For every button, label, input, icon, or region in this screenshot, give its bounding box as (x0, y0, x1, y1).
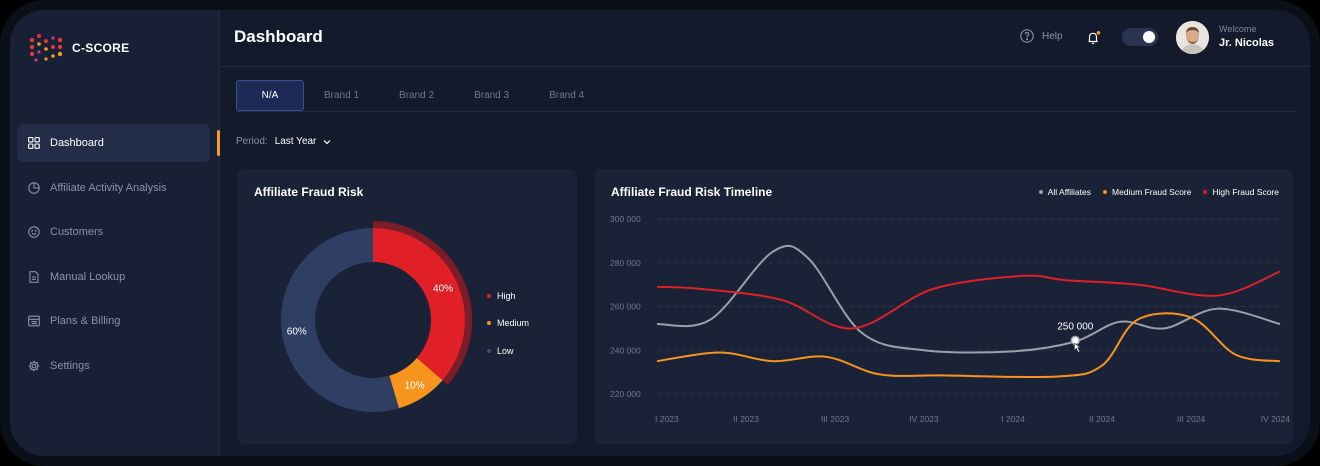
grid-icon (27, 137, 40, 150)
sidebar-item-manual-lookup[interactable]: Manual Lookup (17, 258, 210, 296)
legend-dot-high (487, 294, 491, 298)
x-tick-label: I 2023 (655, 414, 679, 424)
x-tick-label: IV 2023 (909, 414, 939, 424)
sidebar-item-label: Plans & Billing (50, 315, 121, 327)
sidebar-nav: Dashboard Affiliate Activity Analysis Cu… (17, 124, 220, 391)
tab-brand-2[interactable]: Brand 2 (399, 90, 435, 101)
legend-item-medium[interactable]: Medium (487, 318, 529, 328)
tab-na[interactable]: N/A (236, 80, 304, 111)
y-tick-label: 280 000 (610, 258, 641, 268)
sidebar-item-label: Dashboard (50, 137, 104, 149)
legend-dot-low (487, 349, 491, 353)
period-label: Period: (236, 136, 268, 147)
avatar-image (1176, 21, 1209, 54)
x-tick-label: III 2023 (821, 414, 850, 424)
bell-icon (1088, 31, 1101, 44)
donut-value-label-medium: 10% (405, 380, 425, 391)
card-title: Affiliate Fraud Risk Timeline (611, 185, 773, 199)
x-tick-label: III 2024 (1177, 414, 1206, 424)
fraud-timeline-chart: 300 000 280 000 260 000 240 000 220 000 I 202… (610, 214, 1291, 424)
y-tick-label: 240 000 (610, 345, 641, 355)
card-title: Affiliate Fraud Risk (254, 185, 364, 199)
sidebar: C-SCORE Dashboard Affiliate Activity Ana… (10, 10, 220, 456)
sidebar-item-label: Settings (50, 359, 90, 372)
x-tick-label: IV 2024 (1261, 414, 1291, 424)
sidebar-item-label: Customers (50, 226, 104, 238)
series-line-all-affiliates[interactable] (656, 244, 1281, 354)
fraud-risk-donut-chart: 40% 10% 60% (280, 221, 472, 412)
sidebar-item-dashboard[interactable]: Dashboard (17, 124, 220, 162)
header: Dashboard Help Welcome (220, 10, 1310, 67)
legend-item-high-fraud-score[interactable]: High Fraud Score (1203, 187, 1279, 197)
legend-dot (1038, 190, 1043, 194)
logo[interactable]: C-SCORE (26, 30, 129, 66)
tab-brand-1[interactable]: Brand 1 (324, 90, 360, 101)
gear-icon (27, 359, 40, 372)
list-icon (27, 315, 40, 328)
sidebar-item-affiliate-activity-analysis[interactable]: Affiliate Activity Analysis (17, 169, 210, 207)
legend-dot (1203, 190, 1208, 194)
period-selector[interactable]: Period: Last Year (236, 136, 331, 147)
x-tick-label: II 2023 (733, 414, 759, 424)
legend-item-all-affiliates[interactable]: All Affiliates (1038, 187, 1091, 197)
sidebar-item-settings[interactable]: Settings (17, 347, 210, 385)
main-content: Dashboard Help Welcome (220, 10, 1310, 456)
avatar[interactable] (1176, 21, 1209, 54)
notifications-button[interactable] (1086, 30, 1102, 51)
data-point-tooltip: 250 000 (1057, 321, 1094, 332)
legend-label: Medium Fraud Score (1112, 187, 1192, 197)
tab-brand-3[interactable]: Brand 3 (474, 90, 510, 101)
x-tick-label: II 2024 (1089, 414, 1115, 424)
logo-icon (29, 34, 63, 62)
legend-label: High Fraud Score (1212, 187, 1279, 197)
fraud-risk-card: Affiliate Fraud Risk 40% 10% 60% High Medi… (237, 169, 577, 444)
smile-icon (27, 226, 40, 239)
y-tick-label: 300 000 (610, 214, 641, 224)
legend-item-medium-fraud-score[interactable]: Medium Fraud Score (1103, 187, 1191, 197)
welcome-label: Welcome (1219, 24, 1257, 34)
sidebar-item-label: Affiliate Activity Analysis (50, 181, 167, 194)
document-icon (27, 270, 40, 283)
legend-label: High (497, 291, 516, 301)
series-line-high-fraud-score[interactable] (656, 270, 1281, 330)
help-button[interactable]: Help (1020, 29, 1063, 43)
chevron-down-icon (323, 139, 331, 144)
logo-text: C-SCORE (72, 41, 130, 55)
legend-item-low[interactable]: Low (487, 346, 514, 356)
help-label: Help (1042, 30, 1063, 42)
timeline-legend: All Affiliates Medium Fraud Score High F… (1038, 187, 1279, 197)
data-point-marker[interactable] (1070, 335, 1081, 346)
legend-dot-medium (487, 321, 491, 325)
legend-label: All Affiliates (1047, 187, 1091, 197)
donut-slice-high[interactable] (373, 228, 465, 381)
tab-brand-4[interactable]: Brand 4 (549, 90, 585, 101)
legend-label: Low (497, 346, 514, 356)
fraud-timeline-card: Affiliate Fraud Risk Timeline All Affili… (594, 169, 1293, 444)
sidebar-item-plans-billing[interactable]: Plans & Billing (17, 302, 210, 340)
legend-dot (1103, 190, 1107, 194)
pointer-cursor-icon (1074, 342, 1082, 353)
sidebar-item-customers[interactable]: Customers (17, 213, 210, 251)
y-tick-label: 260 000 (610, 302, 641, 312)
donut-value-label-high: 40% (433, 284, 453, 295)
series-line-medium-fraud-score[interactable] (656, 312, 1281, 379)
theme-toggle[interactable] (1122, 28, 1158, 46)
period-value: Last Year (274, 136, 317, 147)
legend-item-high[interactable]: High (487, 291, 516, 301)
page-title: Dashboard (234, 27, 323, 46)
legend-label: Medium (497, 318, 530, 328)
help-icon (1020, 29, 1034, 43)
brand-tabs: N/A Brand 1 Brand 2 Brand 3 Brand 4 (236, 80, 1296, 112)
x-tick-label: I 2024 (1001, 414, 1025, 424)
donut-value-label-low: 60% (287, 326, 307, 337)
sidebar-item-label: Manual Lookup (50, 270, 126, 283)
donut-slice-low[interactable] (280, 228, 399, 412)
donut-slice-high-highlight (373, 221, 472, 385)
pie-chart-icon (27, 181, 40, 194)
donut-slice-medium[interactable] (389, 357, 443, 409)
user-name[interactable]: Jr. Nicolas (1219, 37, 1275, 49)
toggle-knob (1143, 31, 1155, 43)
y-tick-label: 220 000 (610, 389, 641, 399)
